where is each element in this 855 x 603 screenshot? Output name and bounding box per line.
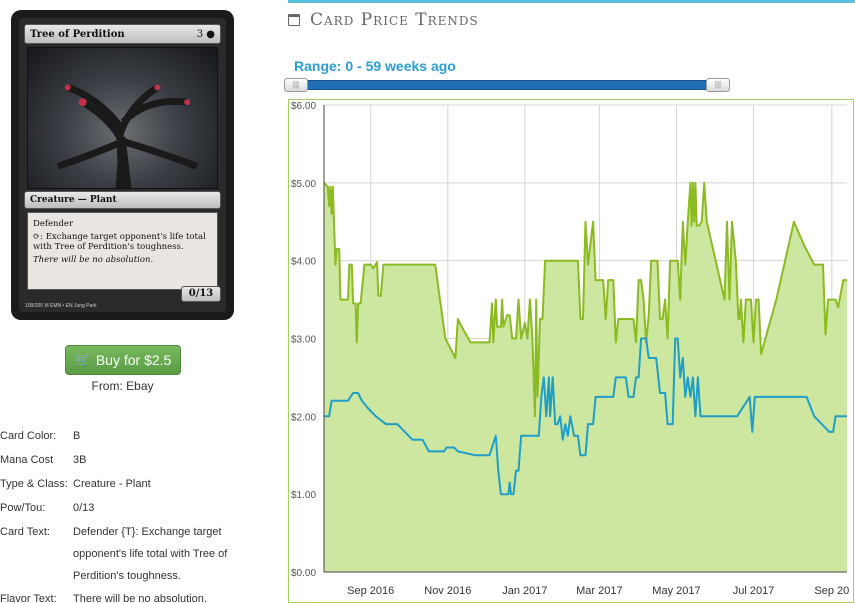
detail-row: Mana Cost 3B [0,448,250,472]
card-cost-number: 3 [196,28,204,40]
green-series-area [324,182,847,573]
card-rules-ability-text: : Exchange target opponent's life total … [33,232,206,252]
detail-label: Type & Class: [0,478,68,490]
range-slider-end-handle[interactable]: ||| [706,78,730,92]
tree-art-illustration [56,84,199,189]
card-image: Tree of Perdition 3 ● Creature — Plant D… [11,10,234,320]
detail-row: Card Color: B [0,424,250,448]
detail-row: Pow/Tou: 0/13 [0,496,250,520]
price-trends-title: Card Price Trends [310,10,479,30]
card-frame: Tree of Perdition 3 ● Creature — Plant D… [19,18,226,312]
x-tick-label: Jan 2017 [502,585,547,597]
y-tick-label: $2.00 [291,412,316,423]
y-tick-label: $3.00 [291,335,316,346]
detail-row: Card Text: Defender {T}: Exchange target … [0,520,250,587]
card-name: Tree of Perdition [30,28,125,40]
y-tick-label: $0.00 [291,568,316,579]
seller-label: From: Ebay [91,379,154,393]
x-tick-label: Nov 2016 [424,585,471,597]
price-chart-frame: $0.00 $1.00 $2.00 $3.00 $4.00 $5.00 $6.00 Sep 2… [288,99,854,603]
card-art [27,47,218,189]
card-details: Card Color: B Mana Cost 3B Type & Class: Crea… [0,424,250,603]
detail-value: Creature - Plant [73,478,151,490]
range-slider-fill [296,80,716,90]
x-tick-label: Mar 2017 [576,585,622,597]
y-tick-label: $4.00 [291,257,316,268]
detail-value: 0/13 [73,502,95,514]
range-slider-start-handle[interactable]: ||| [284,78,308,92]
buy-button-label: Buy for $2.5 [95,352,172,368]
x-tick-label: Sep 20 [814,585,849,597]
x-tick-label: Sep 2016 [347,585,394,597]
price-trend-chart: $0.00 $1.00 $2.00 $3.00 $4.00 $5.00 $6.00 Sep 2… [291,101,849,597]
y-tick-label: $5.00 [291,179,316,190]
card-rules-keyword: Defender [33,219,74,229]
x-tick-label: Jul 2017 [733,585,775,597]
detail-label: Pow/Tou: [0,502,46,514]
card-power-toughness: 0/13 [181,286,221,302]
detail-label: Card Color: [0,430,57,442]
detail-label: Mana Cost [0,454,54,466]
card-text-box: Defender ⟳: Exchange target opponent's l… [27,212,218,290]
black-mana-icon: ● [203,28,215,40]
buy-button[interactable]: 🛒 Buy for $2.5 [65,345,181,375]
detail-row: Flavor Text: There will be no absolution. [0,587,250,603]
top-accent-rule [288,0,855,3]
x-tick-label: May 2017 [652,585,700,597]
blue-series-line [324,337,847,496]
tap-symbol-icon: ⟳ [33,232,41,242]
y-tick-label: $6.00 [291,101,316,112]
detail-label: Flavor Text: [0,593,57,603]
detail-row: Type & Class: Creature - Plant [0,472,250,496]
detail-value: B [73,430,81,442]
green-series-line [323,181,847,418]
card-flavor-text: There will be no absolution. [33,255,154,265]
card-footer: 109/205 M EMN • EN Jung Park [25,303,97,309]
detail-label: Card Text: [0,526,50,538]
range-label: Range: 0 - 59 weeks ago [294,58,456,74]
y-tick-label: $1.00 [291,490,316,501]
card-mana-cost: 3 ● [197,29,215,40]
detail-value: Defender {T}: Exchange target opponent's… [73,526,228,582]
price-trends-header: Card Price Trends [288,10,479,30]
card-type-bar: Creature — Plant [24,191,221,209]
detail-value: 3B [73,454,87,466]
range-slider[interactable]: ||| ||| [284,78,730,92]
detail-value: There will be no absolution. [73,593,207,603]
shopping-cart-icon: 🛒 [74,352,91,367]
card-title-bar: Tree of Perdition 3 ● [24,24,221,44]
card-rules-ability: ⟳: Exchange target opponent's life total… [33,232,212,252]
card-type-line: Creature — Plant [30,195,117,205]
calendar-icon [288,14,300,26]
